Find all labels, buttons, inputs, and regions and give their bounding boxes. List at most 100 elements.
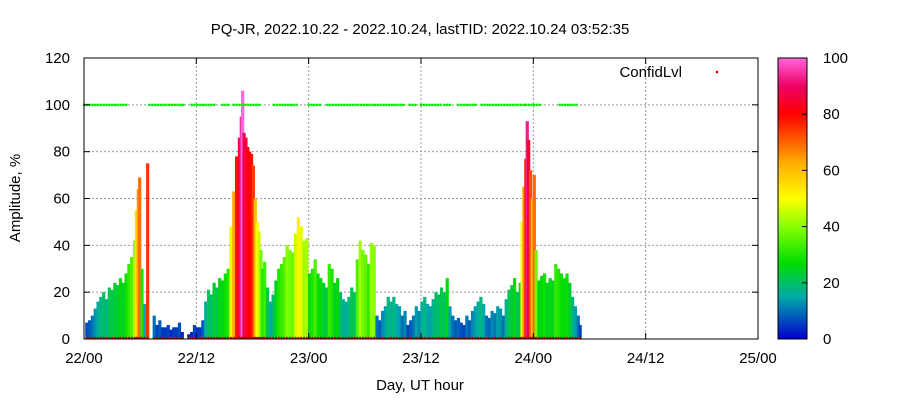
confidence-point (419, 103, 423, 107)
amplitude-bar (520, 221, 524, 339)
x-tick-label: 22/12 (178, 350, 216, 367)
amplitude-bar (490, 310, 494, 339)
amplitude-bar (510, 285, 514, 339)
amplitude-bar (383, 306, 388, 339)
confidence-point (292, 103, 295, 107)
amplitude-bar (187, 334, 191, 339)
amplitude-bar (88, 320, 92, 339)
confidence-point (345, 103, 349, 107)
amplitude-bar (215, 287, 219, 339)
amplitude-bar (527, 139, 531, 339)
colorbar-tick-label: 0 (823, 331, 831, 348)
confidence-point (443, 103, 446, 107)
amplitude-bar (515, 292, 520, 339)
confidence-point (379, 103, 383, 107)
amplitude-bar (498, 308, 503, 339)
amplitude-bar (158, 320, 162, 339)
amplitude-bar (562, 278, 566, 339)
amplitude-bar (507, 289, 511, 339)
confidence-point (249, 103, 252, 107)
amplitude-bar (104, 299, 109, 339)
amplitude-bar (257, 231, 261, 339)
amplitude-bar (124, 273, 128, 339)
amplitude-bar (355, 259, 359, 339)
amplitude-bar (451, 315, 455, 339)
amplitude-bar (134, 210, 139, 339)
amplitude-bar (268, 301, 272, 339)
confidence-point (113, 103, 117, 107)
amplitude-bar (237, 137, 241, 339)
amplitude-bar (271, 294, 275, 339)
amplitude-bar (333, 282, 337, 339)
legend: ConfidLvl (619, 64, 719, 81)
confidence-point (483, 103, 486, 107)
amplitude-bar (428, 306, 432, 339)
confidence-point (240, 103, 244, 107)
confidence-point (572, 103, 575, 107)
confidence-point (530, 103, 533, 107)
amplitude-bar (389, 301, 393, 339)
confidence-point (116, 103, 119, 107)
confidence-point (179, 103, 182, 107)
confidence-point (411, 103, 414, 107)
amplitude-bar (118, 278, 123, 339)
confidence-point (387, 103, 391, 107)
amplitude-bar (409, 320, 413, 339)
amplitude-bar (299, 226, 303, 339)
grid (84, 58, 758, 339)
confidence-point (359, 103, 363, 107)
colorbar-tick-label: 80 (823, 106, 840, 123)
amplitude-bar (293, 233, 298, 339)
confidence-point (508, 103, 512, 107)
confidence-point (162, 103, 165, 107)
confidence-point (511, 103, 515, 107)
y-tick-label: 60 (53, 191, 70, 208)
amplitude-bar (476, 301, 480, 339)
amplitude-bar (456, 317, 461, 339)
colorbar-tick-label: 60 (823, 162, 840, 179)
confidence-point (96, 103, 100, 107)
amplitude-bar (163, 327, 168, 339)
amplitude-bar (364, 254, 368, 339)
confidence-point (356, 103, 360, 107)
confidence-point (151, 103, 154, 107)
amplitude-bar (375, 315, 379, 339)
y-tick-label: 80 (53, 144, 70, 161)
amplitude-bar (85, 322, 89, 339)
confidence-point (445, 103, 449, 107)
amplitude-bar (229, 226, 233, 339)
confidence-point (527, 103, 530, 107)
amplitude-bar (220, 280, 225, 339)
amplitude-bar (161, 327, 165, 339)
confidence-point (232, 103, 236, 107)
confidence-point (328, 103, 332, 107)
y-tick-label: 40 (53, 237, 70, 254)
amplitude-bar (99, 296, 103, 339)
y-tick-label: 20 (53, 284, 70, 301)
confidence-point (195, 103, 199, 107)
amplitude-bar (190, 331, 194, 339)
amplitude-bar (414, 306, 418, 339)
amplitude-bar (542, 273, 547, 339)
amplitude-bar (568, 282, 572, 339)
confidence-point (235, 103, 238, 107)
amplitude-bar (90, 315, 95, 339)
confidence-point (457, 103, 460, 107)
colorbar-tick-label: 20 (823, 275, 840, 292)
confidence-point (365, 103, 369, 107)
amplitude-bar (195, 327, 199, 339)
confidence-point (334, 103, 338, 107)
confidence-point (122, 103, 125, 107)
amplitude-bar (442, 292, 447, 339)
amplitude-bar (468, 320, 472, 339)
confidence-point (238, 103, 241, 107)
confidence-point (156, 103, 160, 107)
confidence-point (362, 103, 366, 107)
confidence-point (257, 103, 261, 107)
amplitude-bar (411, 315, 416, 339)
amplitude-bar (369, 242, 373, 339)
amplitude-bar (473, 306, 477, 339)
confidence-point (408, 103, 412, 107)
colorbar: 0 20 40 60 80 100 (777, 50, 848, 348)
